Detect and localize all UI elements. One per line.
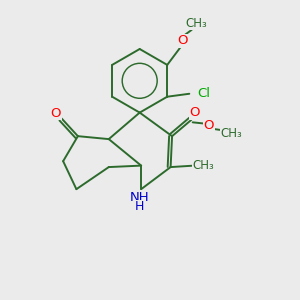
- Text: O: O: [190, 106, 200, 119]
- Text: NH: NH: [130, 191, 149, 204]
- Text: CH₃: CH₃: [185, 16, 207, 30]
- Text: Cl: Cl: [198, 87, 211, 100]
- Text: H: H: [135, 200, 144, 213]
- Text: O: O: [50, 107, 61, 120]
- Text: CH₃: CH₃: [193, 159, 214, 172]
- Text: CH₃: CH₃: [221, 127, 242, 140]
- Text: O: O: [204, 119, 214, 132]
- Text: O: O: [178, 34, 188, 47]
